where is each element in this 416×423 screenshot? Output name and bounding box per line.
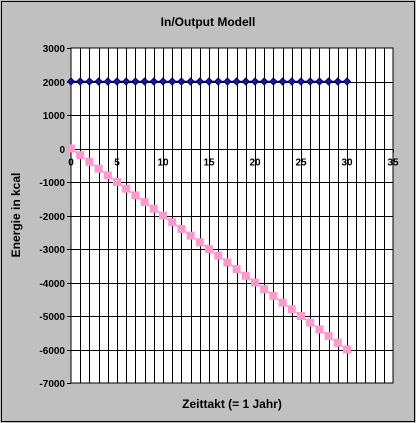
series-2-point xyxy=(177,224,186,233)
series-2-point xyxy=(223,258,232,267)
series-2-point xyxy=(85,157,94,166)
series-2 xyxy=(67,144,351,354)
y-axis-label: Energie in kcal xyxy=(9,173,23,258)
series-1-point xyxy=(223,77,232,86)
series-2-point xyxy=(131,191,140,200)
series-1-point xyxy=(177,77,186,86)
series-2-point xyxy=(232,265,241,274)
series-2-point xyxy=(324,332,333,341)
series-2-point xyxy=(269,291,278,300)
plot-area xyxy=(70,47,394,384)
series-1-point xyxy=(158,77,168,86)
x-tick-label: 0 xyxy=(68,158,74,169)
series-1-point xyxy=(121,77,131,86)
x-tick-label: 20 xyxy=(249,158,261,169)
series-1-point xyxy=(186,77,195,86)
series-2-point xyxy=(67,144,75,153)
y-tick-label: -1000 xyxy=(39,178,65,189)
y-tick-label: -7000 xyxy=(39,379,65,390)
x-tick-label: 25 xyxy=(295,158,307,169)
series-2-point xyxy=(113,178,121,186)
series-1-point xyxy=(269,77,278,86)
series-1-point xyxy=(140,77,149,86)
series-1-point xyxy=(241,77,251,86)
series-1-point xyxy=(250,77,260,86)
y-tick-label: -4000 xyxy=(39,279,65,290)
y-tick-label: -3000 xyxy=(39,245,65,256)
x-axis: 0 5 10 15 20 25 30 35 xyxy=(68,149,399,169)
y-tick-label: 0 xyxy=(59,145,65,156)
x-tick-label: 35 xyxy=(387,158,399,169)
series-1-point xyxy=(204,77,214,86)
series-1-point xyxy=(333,77,343,86)
series-2-point xyxy=(241,271,250,280)
series-1-point xyxy=(103,77,113,86)
series-1-point xyxy=(259,77,269,86)
series-1-point xyxy=(66,77,76,86)
series-1-point xyxy=(296,77,306,86)
series-1-point xyxy=(213,77,223,86)
x-tick-label: 10 xyxy=(157,158,169,169)
series-1-point xyxy=(278,77,287,86)
x-axis-label: Zeittakt (= 1 Jahr) xyxy=(182,397,282,411)
series-2-point xyxy=(76,151,85,160)
y-axis: 3000200010000-1000-2000-3000-4000-5000-6… xyxy=(39,44,71,390)
series-1-point xyxy=(342,77,352,86)
series-2-point xyxy=(149,204,158,213)
series-2-point xyxy=(140,198,149,207)
series-2-point xyxy=(103,171,112,180)
series-2-point xyxy=(168,218,177,227)
series-1-point xyxy=(75,77,85,86)
series-1 xyxy=(66,77,352,86)
series-1-point xyxy=(149,77,159,86)
x-tick-label: 5 xyxy=(114,158,120,169)
series-1-point xyxy=(315,77,324,86)
series-2-point xyxy=(260,285,269,294)
series-2-point xyxy=(205,245,213,253)
y-tick-label: 1000 xyxy=(43,111,66,122)
series-2-point xyxy=(159,211,167,220)
x-tick-label: 15 xyxy=(203,158,215,169)
series-1-point xyxy=(112,77,122,86)
series-2-point xyxy=(343,345,351,354)
series-1-point xyxy=(324,77,333,86)
series-2-point xyxy=(306,318,315,327)
series-2-point xyxy=(278,298,287,307)
series-2-point xyxy=(315,325,324,334)
series-2-point xyxy=(186,231,195,240)
series-2-point xyxy=(333,338,342,347)
series-2-point xyxy=(287,305,296,314)
series-2-point xyxy=(297,312,305,320)
series-2-point xyxy=(195,238,204,247)
series-2-point xyxy=(94,164,103,173)
series-2-point xyxy=(122,184,131,193)
series-2-point xyxy=(214,251,223,260)
series-1-point xyxy=(287,77,297,86)
y-tick-label: -5000 xyxy=(39,312,65,323)
y-tick-label: 2000 xyxy=(43,78,66,89)
series-2-point xyxy=(251,278,259,287)
series-1-point xyxy=(85,77,94,86)
series-1-point xyxy=(195,77,205,86)
chart-title: In/Output Modell xyxy=(161,15,256,29)
y-tick-label: -2000 xyxy=(39,212,65,223)
y-tick-label: 3000 xyxy=(43,44,66,55)
series-1-point xyxy=(167,77,177,86)
y-tick-label: -6000 xyxy=(39,346,65,357)
x-tick-label: 30 xyxy=(341,158,353,169)
series-1-point xyxy=(305,77,315,86)
series-1-point xyxy=(131,77,140,86)
series-1-point xyxy=(94,77,103,86)
series-1-point xyxy=(232,77,241,86)
